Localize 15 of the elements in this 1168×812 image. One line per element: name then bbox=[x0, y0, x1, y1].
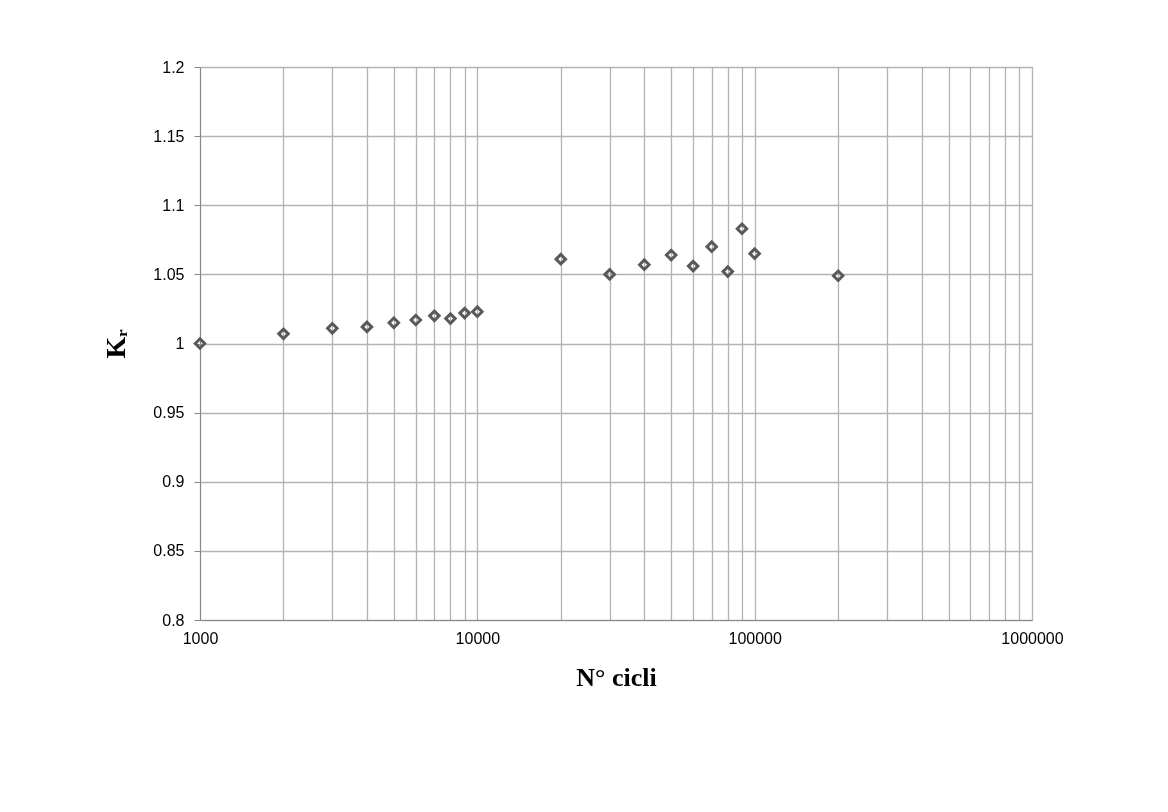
y-tick-label: 1.2 bbox=[162, 58, 185, 76]
x-tick-label: 1000 bbox=[182, 629, 219, 647]
x-tick-label: 1000000 bbox=[1001, 629, 1064, 647]
y-tick-label: 1.05 bbox=[153, 265, 185, 283]
y-tick-label: 0.95 bbox=[153, 404, 185, 422]
x-axis-title: N° cicli bbox=[576, 662, 657, 692]
x-tick-label: 100000 bbox=[728, 629, 782, 647]
y-axis-title: Kᵣ bbox=[100, 329, 132, 359]
y-tick-label: 1 bbox=[175, 335, 185, 352]
y-tick-label: 1.15 bbox=[153, 127, 185, 145]
y-tick-label: 0.85 bbox=[153, 542, 185, 560]
y-tick-label: 0.8 bbox=[162, 611, 185, 629]
x-tick-label: 10000 bbox=[455, 629, 501, 647]
y-tick-label: 1.1 bbox=[162, 196, 185, 214]
y-tick-label: 0.9 bbox=[162, 473, 185, 491]
